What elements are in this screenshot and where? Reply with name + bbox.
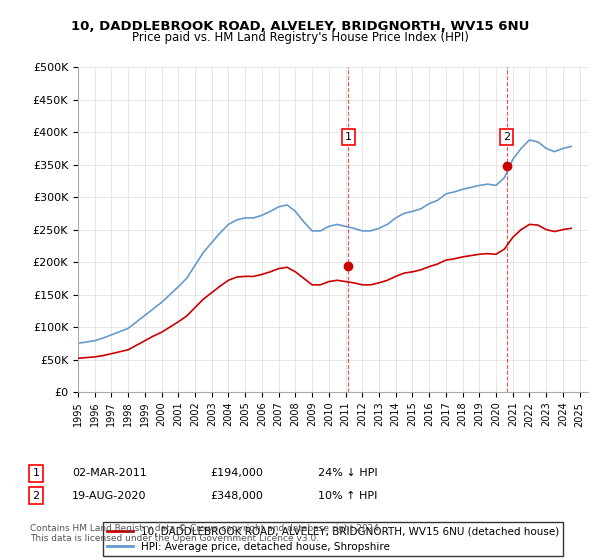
- Text: £348,000: £348,000: [210, 491, 263, 501]
- Text: 10, DADDLEBROOK ROAD, ALVELEY, BRIDGNORTH, WV15 6NU: 10, DADDLEBROOK ROAD, ALVELEY, BRIDGNORT…: [71, 20, 529, 32]
- Text: Price paid vs. HM Land Registry's House Price Index (HPI): Price paid vs. HM Land Registry's House …: [131, 31, 469, 44]
- Text: 2: 2: [32, 491, 40, 501]
- Text: 10% ↑ HPI: 10% ↑ HPI: [318, 491, 377, 501]
- Legend: 10, DADDLEBROOK ROAD, ALVELEY, BRIDGNORTH, WV15 6NU (detached house), HPI: Avera: 10, DADDLEBROOK ROAD, ALVELEY, BRIDGNORT…: [103, 522, 563, 556]
- Text: 19-AUG-2020: 19-AUG-2020: [72, 491, 146, 501]
- Text: 02-MAR-2011: 02-MAR-2011: [72, 468, 147, 478]
- Text: 2: 2: [503, 132, 510, 142]
- Text: Contains HM Land Registry data © Crown copyright and database right 2024.
This d: Contains HM Land Registry data © Crown c…: [30, 524, 382, 543]
- Text: 24% ↓ HPI: 24% ↓ HPI: [318, 468, 377, 478]
- Text: 1: 1: [345, 132, 352, 142]
- Text: £194,000: £194,000: [210, 468, 263, 478]
- Text: 1: 1: [32, 468, 40, 478]
